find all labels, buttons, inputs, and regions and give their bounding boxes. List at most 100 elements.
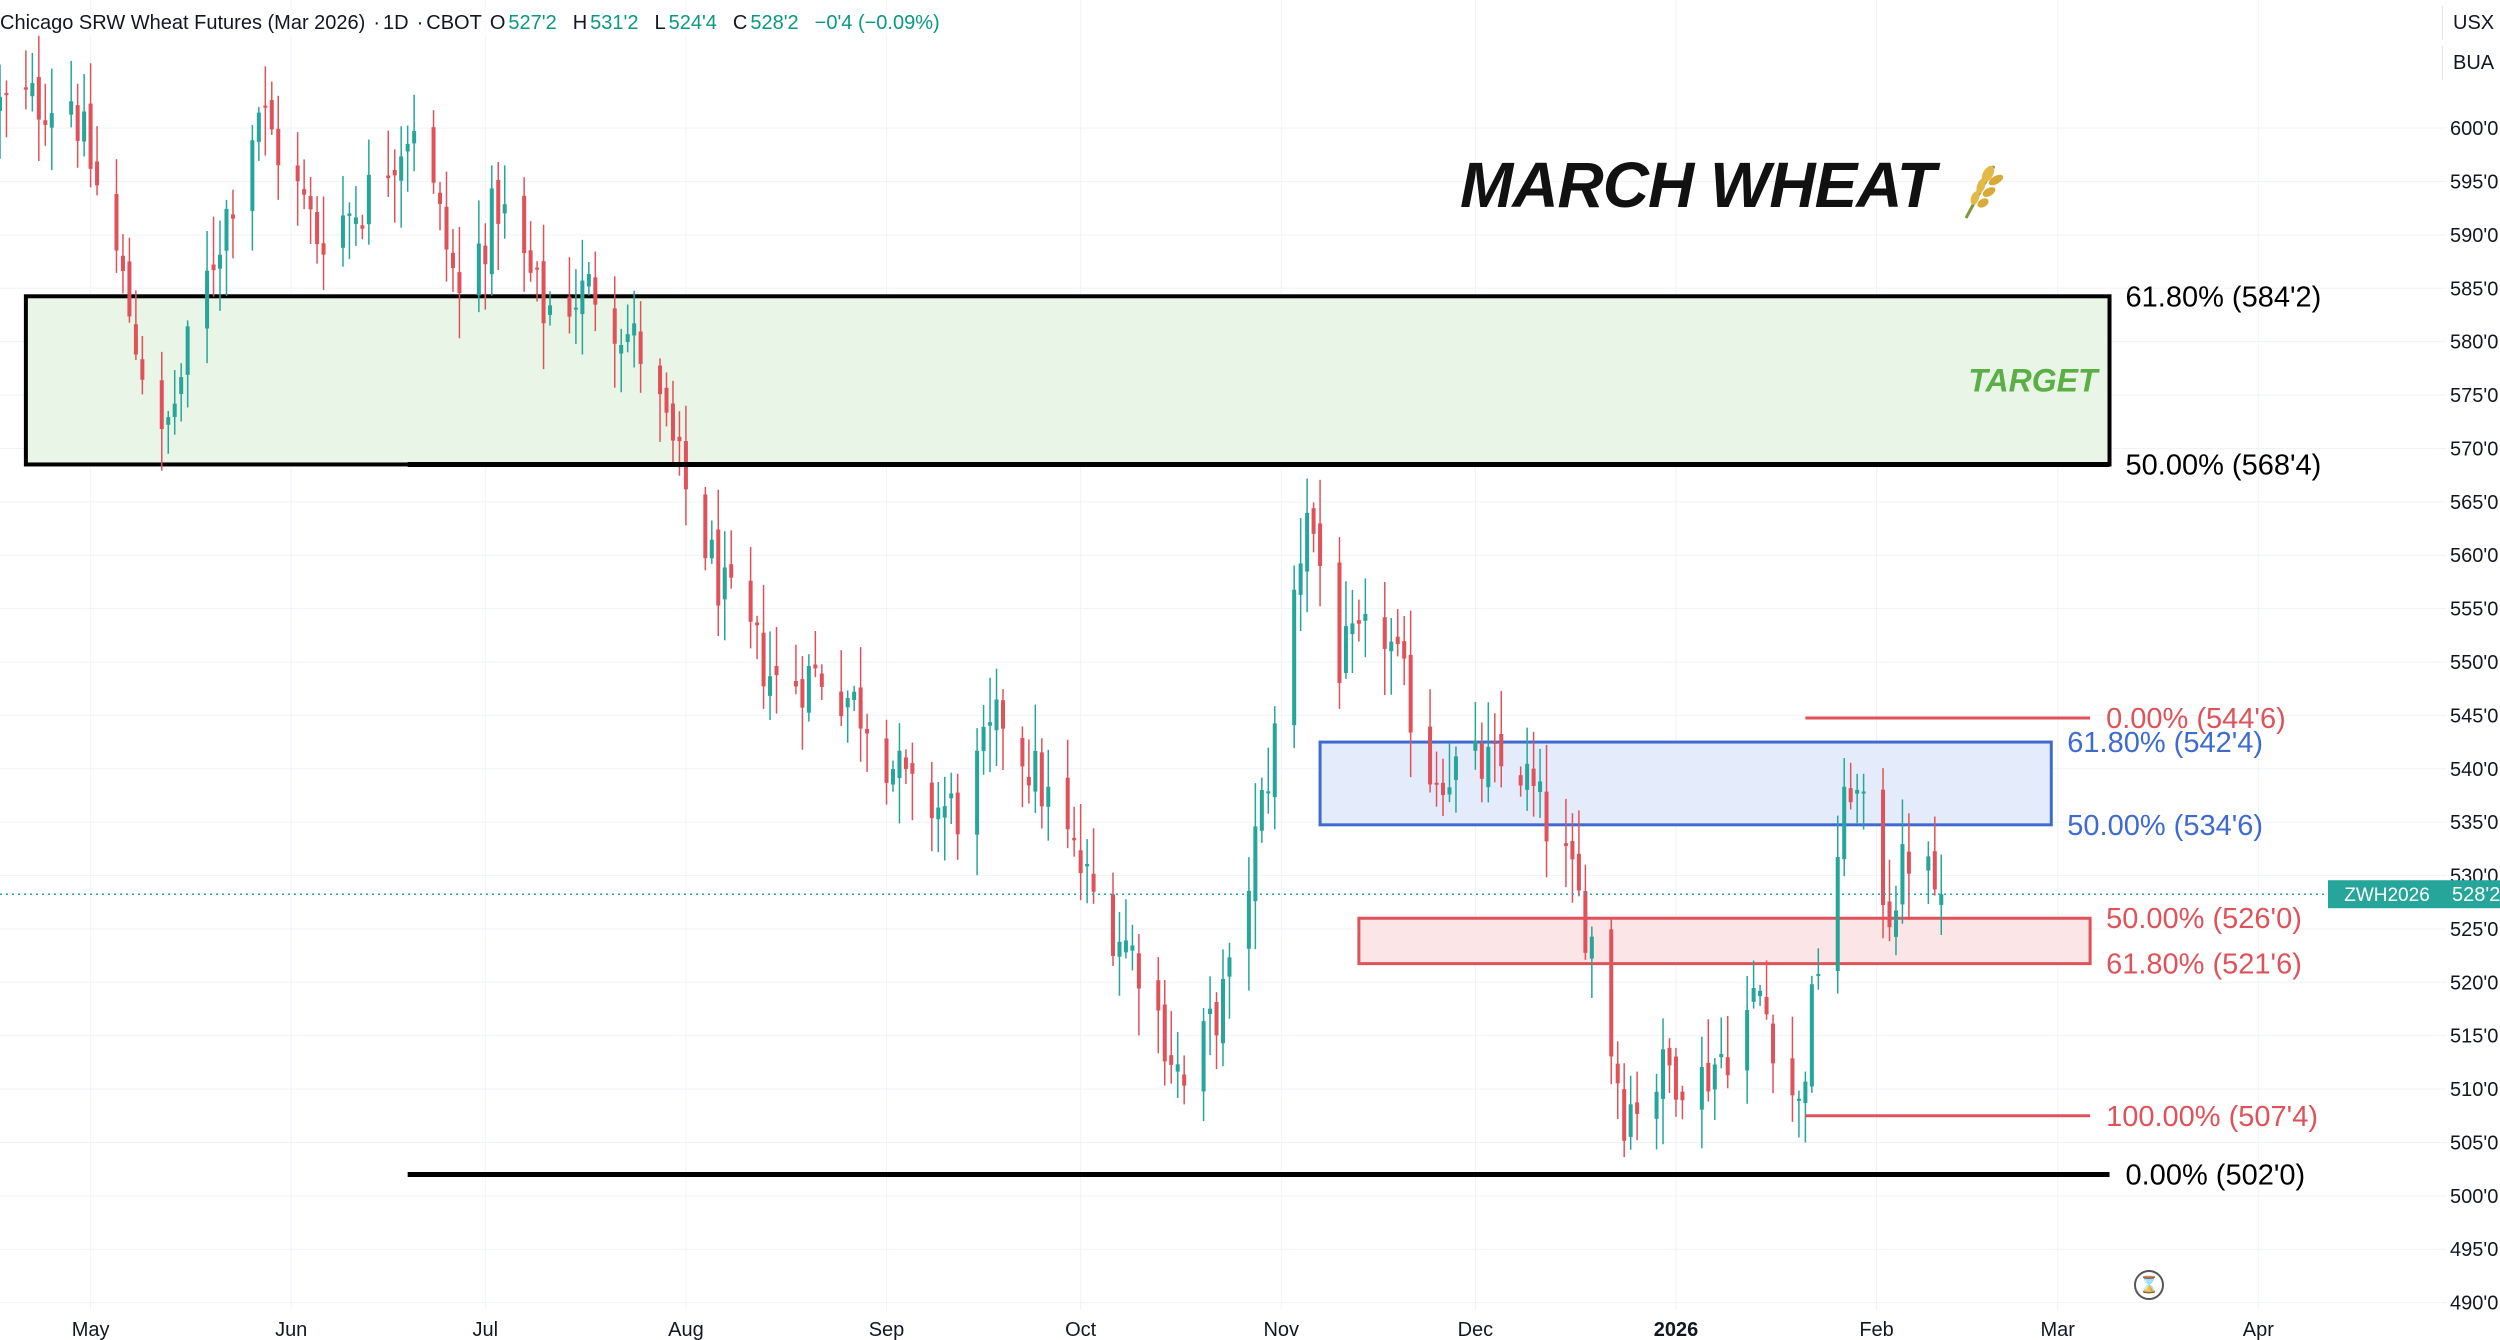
- target-label: TARGET: [1968, 362, 2100, 398]
- wheat-icon: [1964, 165, 2003, 219]
- candle-body: [321, 243, 326, 255]
- candle-body: [250, 140, 255, 211]
- candle-body: [716, 529, 721, 606]
- candle-body: [1906, 851, 1911, 874]
- candle-body: [1473, 740, 1478, 751]
- candle-body: [1492, 741, 1497, 744]
- candle-body: [1220, 979, 1226, 1044]
- open-label: O: [489, 11, 506, 34]
- candle-body: [1434, 782, 1439, 785]
- symbol-legend[interactable]: Chicago SRW Wheat Futures (Mar 2026) · 1…: [0, 10, 956, 36]
- candle-body: [1680, 1091, 1685, 1101]
- y-tick-label: 545'0: [2450, 705, 2498, 727]
- exchange: CBOT: [426, 11, 482, 34]
- candle-body: [884, 738, 889, 783]
- candle-body: [1266, 791, 1271, 794]
- candle-body: [1745, 1010, 1750, 1071]
- candle-body: [1117, 941, 1122, 957]
- low-value: 524'4: [668, 11, 717, 34]
- candle-body: [179, 377, 184, 394]
- candle-body: [1356, 620, 1361, 624]
- candle-body: [1563, 843, 1568, 846]
- candle-body: [392, 169, 397, 176]
- low-label: L: [654, 11, 666, 34]
- candle-body: [1861, 791, 1866, 794]
- replay-clock-icon[interactable]: ⌛: [2134, 1270, 2164, 1300]
- candle-body: [230, 214, 235, 219]
- y-tick-label: 590'0: [2450, 225, 2498, 247]
- candle-body: [522, 195, 527, 254]
- candle-body: [936, 807, 941, 820]
- candle-body: [489, 188, 494, 275]
- y-tick-label: 560'0: [2450, 545, 2498, 567]
- x-tick-label: Aug: [668, 1319, 704, 1340]
- candle-body: [211, 264, 216, 271]
- candle-body: [185, 326, 190, 375]
- candle-body: [1065, 777, 1070, 830]
- black-fib-50-label: 50.00% (568'4): [2126, 449, 2322, 481]
- candle-body: [910, 763, 915, 774]
- candle-body: [768, 676, 773, 696]
- candle-body: [890, 769, 895, 785]
- blue-fib-61.8-label: 61.80% (542'4): [2067, 727, 2263, 759]
- candle-body: [295, 165, 300, 182]
- candle-body: [205, 270, 210, 329]
- candle-body: [612, 308, 617, 344]
- candle-body: [1771, 1023, 1776, 1064]
- currency-button[interactable]: USX: [2442, 6, 2500, 40]
- candle-body: [1130, 945, 1135, 951]
- unit-button[interactable]: BUA: [2442, 46, 2500, 80]
- interval-sep: ·: [373, 11, 380, 34]
- chart-title: MARCH WHEAT: [1460, 148, 2008, 222]
- candle-body: [1227, 957, 1232, 977]
- candle-body: [95, 161, 100, 186]
- x-tick-label: Dec: [1458, 1319, 1494, 1340]
- candle-body: [1673, 1056, 1678, 1100]
- price-tag-symbol: ZWH2026: [2344, 885, 2430, 906]
- candle-body: [1570, 841, 1575, 860]
- candle-body: [1518, 775, 1523, 786]
- candle-body: [942, 806, 947, 818]
- y-tick-label: 495'0: [2450, 1239, 2498, 1261]
- candle-body: [573, 307, 578, 310]
- candle-body: [1253, 826, 1258, 902]
- candle-body: [308, 195, 313, 210]
- y-tick-label: 575'0: [2450, 385, 2498, 407]
- candle-body: [1175, 1064, 1180, 1072]
- high-label: H: [572, 11, 588, 34]
- price-axis-bg: [2446, 0, 2500, 1340]
- candle-body: [399, 156, 404, 181]
- y-tick-label: 585'0: [2450, 278, 2498, 300]
- candle-body: [438, 192, 443, 204]
- candle-body: [1583, 891, 1588, 953]
- candle-body: [1531, 768, 1536, 786]
- candle-body: [127, 261, 132, 317]
- candle-body: [1343, 626, 1348, 673]
- candle-body: [658, 365, 663, 395]
- candle-body: [1428, 726, 1433, 785]
- x-tick-label: Jun: [275, 1319, 307, 1340]
- x-tick-label: Feb: [1859, 1319, 1893, 1340]
- candle-body: [276, 128, 281, 166]
- candle-body: [755, 622, 760, 626]
- exchange-sep: ·: [416, 11, 424, 34]
- candle-body: [852, 691, 857, 700]
- candle-body: [444, 206, 449, 250]
- candle-body: [988, 722, 993, 726]
- candle-body: [994, 699, 999, 731]
- candle-body: [1447, 787, 1452, 795]
- candle-body: [839, 691, 844, 717]
- candle-body: [1725, 1057, 1730, 1076]
- candle-body: [567, 296, 572, 317]
- candle-body: [1208, 1008, 1213, 1015]
- candle-body: [903, 757, 908, 770]
- x-tick-label: Sep: [869, 1319, 905, 1340]
- open-value: 527'2: [508, 11, 557, 34]
- y-tick-label: 540'0: [2450, 759, 2498, 781]
- candle-body: [729, 564, 734, 578]
- candle-body: [1893, 910, 1898, 937]
- x-tick-label: Apr: [2243, 1319, 2274, 1340]
- candle-body: [1835, 856, 1840, 971]
